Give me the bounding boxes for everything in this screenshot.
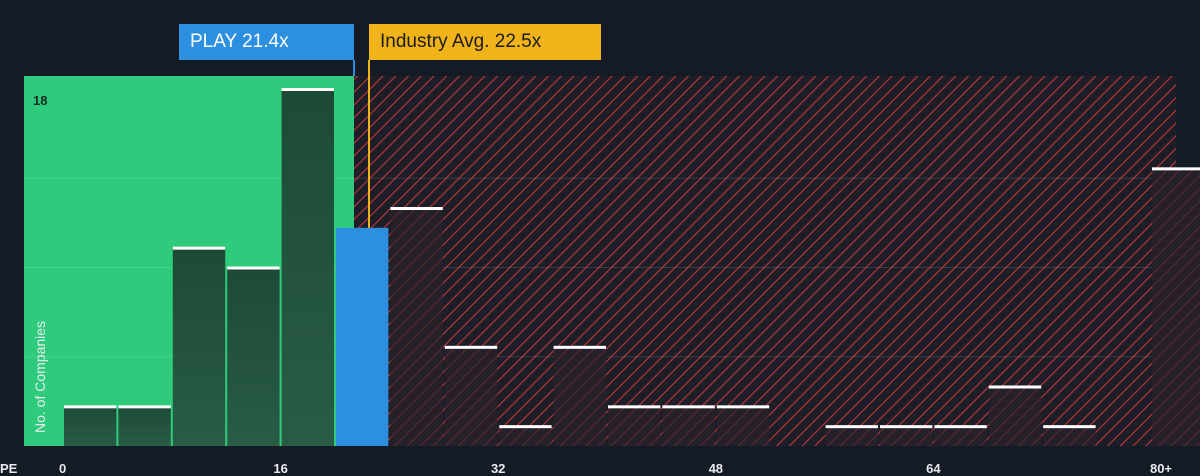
- x-tick-label: 32: [491, 461, 505, 476]
- histogram-bar: [444, 346, 498, 446]
- histogram-bar: [662, 406, 715, 446]
- histogram-bar-cap: [1152, 167, 1200, 171]
- histogram-bar-cap: [825, 425, 878, 429]
- histogram-bar: [227, 267, 280, 446]
- x-tick-label: 80+: [1150, 461, 1172, 476]
- histogram-bar-cap: [64, 405, 117, 409]
- histogram-bar-cap: [172, 246, 226, 250]
- histogram-bar: [390, 208, 443, 446]
- x-tick-label: 0: [59, 461, 66, 476]
- histogram-bar: [1043, 426, 1096, 446]
- histogram-bar-cap: [988, 385, 1042, 389]
- histogram-bar: [499, 426, 552, 446]
- company-pe-callout: PLAY 21.4x: [179, 24, 354, 60]
- histogram-bar: [716, 406, 770, 446]
- histogram-bar: [934, 426, 987, 446]
- x-tick-label: 16: [273, 461, 287, 476]
- histogram-bar-cap: [662, 405, 715, 409]
- y-axis-max-label: 18: [33, 93, 47, 108]
- histogram-bar-cap: [118, 405, 171, 409]
- histogram-bar: [988, 386, 1042, 446]
- histogram-bar: [281, 89, 334, 446]
- histogram-bar-cap: [716, 405, 770, 409]
- histogram-bar: [336, 227, 389, 446]
- x-tick-label: 48: [709, 461, 723, 476]
- histogram-bar: [118, 406, 171, 446]
- histogram-bar: [608, 406, 661, 446]
- histogram-bar: [553, 346, 606, 446]
- histogram-bar: [64, 406, 117, 446]
- histogram-bar: [172, 247, 226, 446]
- histogram-bar-cap: [1043, 425, 1096, 429]
- x-axis-ticks: 0 16 32 48 64 80+: [59, 461, 1172, 476]
- histogram-bar: [1152, 168, 1200, 447]
- y-axis-label: No. of Companies: [32, 321, 48, 433]
- histogram-bar-cap: [934, 425, 987, 429]
- histogram-bar-cap: [281, 88, 334, 91]
- histogram-bar-cap: [553, 345, 606, 349]
- x-tick-label: 64: [926, 461, 941, 476]
- histogram-bar-cap: [499, 425, 552, 429]
- histogram-bar-cap: [608, 405, 661, 409]
- histogram-bar-cap: [880, 425, 933, 429]
- histogram-bar: [880, 426, 933, 446]
- histogram-bar-cap: [227, 266, 280, 270]
- x-axis-label: PE: [0, 461, 18, 476]
- bars: [64, 88, 1200, 447]
- histogram-bar-cap: [444, 345, 498, 349]
- histogram-bar: [825, 426, 878, 446]
- industry-average-callout: Industry Avg. 22.5x: [369, 24, 601, 60]
- histogram-bar-cap: [390, 207, 443, 210]
